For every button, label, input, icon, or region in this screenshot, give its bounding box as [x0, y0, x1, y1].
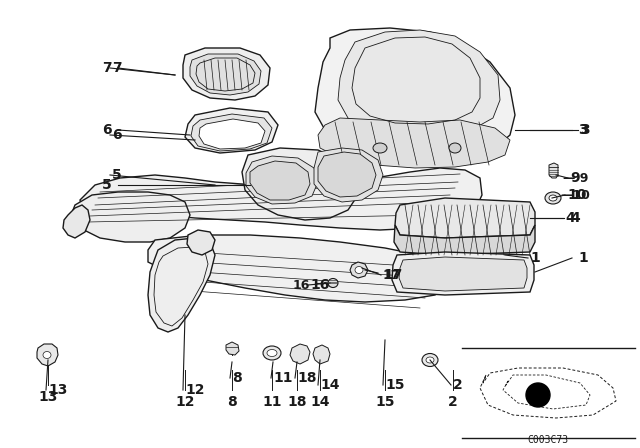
Polygon shape	[318, 152, 376, 197]
Text: 2: 2	[448, 395, 458, 409]
Polygon shape	[80, 168, 482, 230]
Text: 11: 11	[262, 395, 282, 409]
Text: 5: 5	[112, 168, 122, 182]
Text: 6: 6	[102, 123, 112, 137]
Ellipse shape	[549, 195, 557, 201]
Polygon shape	[549, 163, 558, 178]
Text: 13: 13	[48, 383, 67, 397]
Text: 6: 6	[112, 128, 122, 142]
Polygon shape	[394, 225, 535, 255]
Polygon shape	[37, 344, 58, 366]
Ellipse shape	[449, 143, 461, 153]
Ellipse shape	[263, 346, 281, 360]
Text: 7: 7	[112, 61, 122, 75]
Text: 16: 16	[310, 278, 330, 292]
Polygon shape	[338, 30, 500, 135]
Text: 17: 17	[383, 268, 401, 281]
Text: 8: 8	[232, 371, 242, 385]
Text: 4: 4	[565, 211, 575, 225]
Text: 18: 18	[297, 371, 317, 385]
Text: 18: 18	[287, 395, 307, 409]
Text: 14: 14	[310, 395, 330, 409]
Polygon shape	[242, 148, 358, 220]
Polygon shape	[314, 148, 383, 202]
Polygon shape	[315, 28, 515, 158]
Ellipse shape	[355, 267, 363, 273]
Ellipse shape	[422, 353, 438, 366]
Text: 11: 11	[273, 371, 292, 385]
Polygon shape	[185, 108, 278, 153]
Text: 8: 8	[227, 395, 237, 409]
Polygon shape	[350, 262, 368, 278]
Polygon shape	[246, 156, 318, 204]
Ellipse shape	[267, 349, 277, 357]
Text: 3: 3	[578, 123, 588, 137]
Polygon shape	[190, 54, 261, 95]
Text: 1: 1	[530, 251, 540, 265]
Polygon shape	[313, 345, 330, 364]
Polygon shape	[187, 230, 215, 255]
Polygon shape	[395, 198, 535, 238]
Text: 3: 3	[580, 123, 589, 137]
Circle shape	[526, 383, 550, 407]
Text: 14: 14	[320, 378, 339, 392]
Text: 12: 12	[175, 395, 195, 409]
Text: 12: 12	[185, 383, 205, 397]
Ellipse shape	[373, 143, 387, 153]
Text: 2: 2	[453, 378, 463, 392]
Text: — 9: — 9	[563, 172, 588, 185]
Text: 15: 15	[385, 378, 404, 392]
Text: 17: 17	[383, 268, 403, 282]
Ellipse shape	[43, 352, 51, 358]
Polygon shape	[199, 119, 265, 149]
Polygon shape	[399, 257, 527, 291]
Text: 9: 9	[570, 171, 580, 185]
Text: 15: 15	[375, 395, 395, 409]
Text: 10: 10	[567, 188, 586, 202]
Polygon shape	[318, 118, 510, 168]
Text: 5: 5	[102, 178, 112, 192]
Text: 1: 1	[578, 251, 588, 265]
Polygon shape	[290, 344, 310, 364]
Ellipse shape	[426, 357, 434, 363]
Text: 16: 16	[292, 279, 310, 292]
Ellipse shape	[545, 192, 561, 204]
Polygon shape	[148, 235, 455, 302]
Polygon shape	[72, 192, 190, 242]
Text: 4: 4	[570, 211, 580, 225]
Text: C003C73: C003C73	[527, 435, 568, 445]
Text: —10: —10	[560, 189, 590, 202]
Polygon shape	[183, 48, 270, 100]
Polygon shape	[392, 252, 534, 295]
Polygon shape	[226, 342, 239, 355]
Polygon shape	[148, 238, 215, 332]
Text: 13: 13	[38, 390, 58, 404]
Polygon shape	[63, 205, 90, 238]
Polygon shape	[191, 114, 272, 151]
Polygon shape	[250, 161, 310, 200]
Ellipse shape	[328, 279, 338, 288]
Text: 7: 7	[102, 61, 112, 75]
